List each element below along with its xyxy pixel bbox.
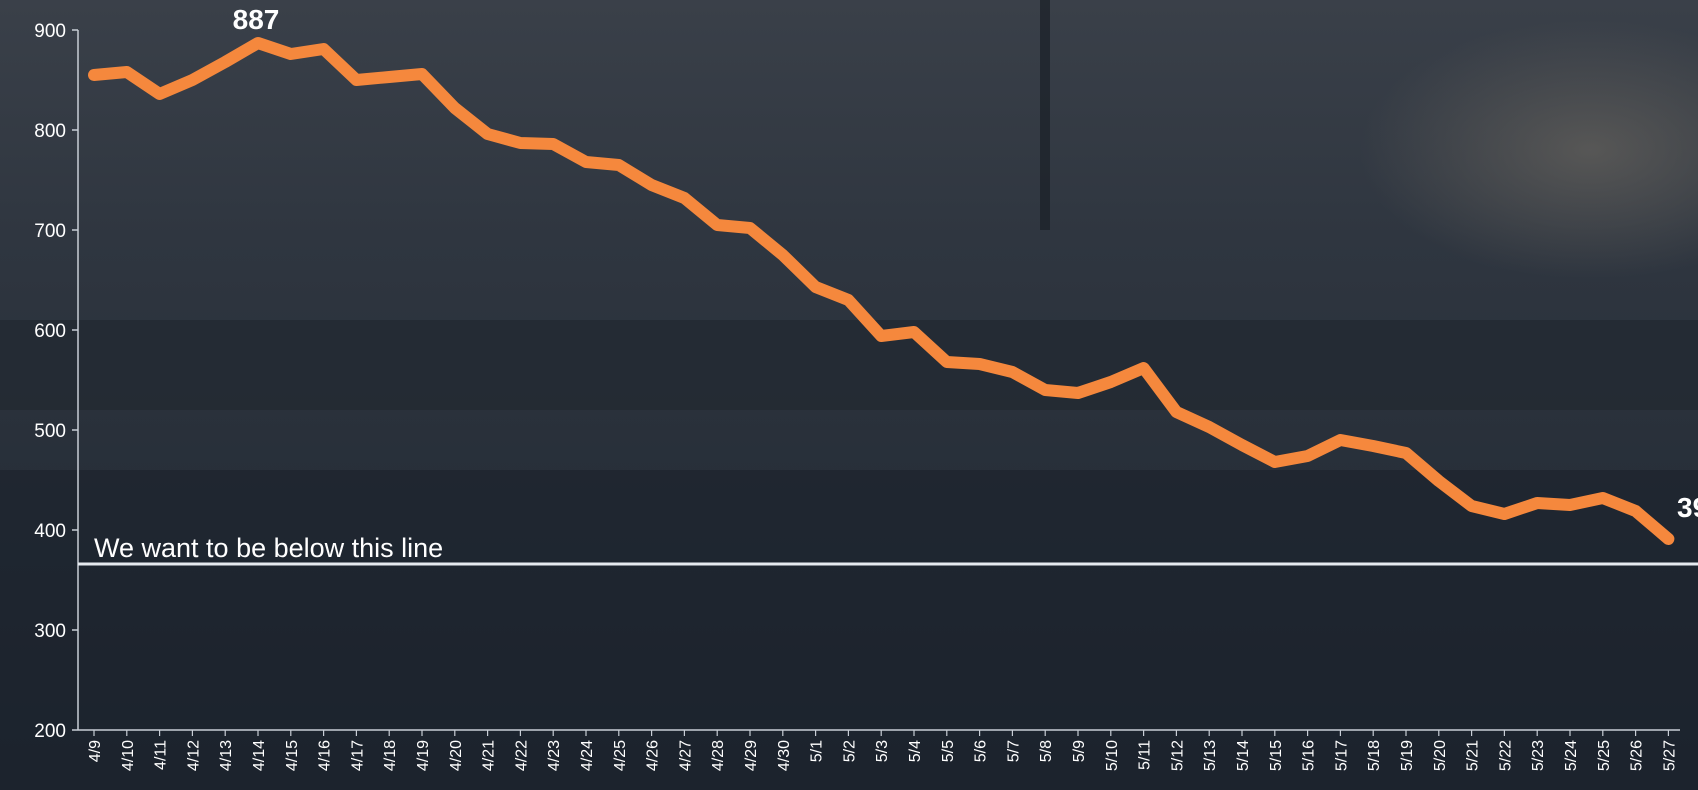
series-group: [88, 37, 1675, 545]
x-tick-label: 5/10: [1104, 740, 1121, 771]
x-tick-label: 4/27: [677, 740, 694, 771]
x-tick-label: 4/13: [218, 740, 235, 771]
y-tick-label: 700: [34, 221, 66, 242]
pier-deck: [0, 320, 1698, 410]
data-label: 391: [1677, 492, 1698, 523]
data-label: 887: [233, 4, 280, 35]
x-tick-label: 5/19: [1399, 740, 1416, 771]
x-tick-label: 4/26: [645, 740, 662, 771]
x-tick-label: 5/18: [1366, 740, 1383, 771]
x-tick-label: 4/28: [710, 740, 727, 771]
x-tick-label: 5/3: [874, 740, 891, 762]
x-tick-label: 5/9: [1071, 740, 1088, 762]
x-tick-label: 5/14: [1235, 740, 1252, 771]
x-tick-label: 5/24: [1563, 740, 1580, 771]
x-tick-label: 5/23: [1530, 740, 1547, 771]
x-tick-label: 5/25: [1596, 740, 1613, 771]
lamp-post: [1040, 0, 1050, 230]
y-tick-label: 900: [34, 21, 66, 42]
x-tick-label: 5/13: [1202, 740, 1219, 771]
threshold-label: We want to be below this line: [94, 533, 443, 563]
x-tick-label: 4/22: [513, 740, 530, 771]
x-tick-label: 4/16: [317, 740, 334, 771]
x-tick-label: 4/19: [415, 740, 432, 771]
y-tick-label: 400: [34, 521, 66, 542]
x-tick-label: 5/15: [1268, 740, 1285, 771]
x-tick-label: 5/17: [1333, 740, 1350, 771]
x-tick-label: 4/14: [251, 740, 268, 771]
y-tick-label: 600: [34, 321, 66, 342]
x-tick-label: 5/7: [1005, 740, 1022, 762]
x-tick-label: 5/26: [1629, 740, 1646, 771]
x-tick-label: 4/18: [382, 740, 399, 771]
x-tick-label: 5/20: [1432, 740, 1449, 771]
axes: [77, 30, 1680, 731]
x-tick-label: 5/5: [940, 740, 957, 762]
y-tick-label: 200: [34, 721, 66, 742]
x-tick-label: 4/17: [349, 740, 366, 771]
x-tick-label: 4/25: [612, 740, 629, 771]
x-tick-label: 4/23: [546, 740, 563, 771]
annotations: 887 391: [233, 4, 1698, 523]
x-tick-label: 5/8: [1038, 740, 1055, 762]
x-tick-label: 5/1: [809, 740, 826, 762]
x-tick-label: 5/12: [1169, 740, 1186, 771]
series-line: [88, 37, 1675, 545]
x-axis-ticks: 4/9 4/10 4/11 4/12 4/13 4/14 4/15 4/16 4/17 4/18 4…: [87, 730, 1678, 771]
y-tick-label: 800: [34, 121, 66, 142]
x-tick-label: 5/27: [1661, 740, 1678, 771]
x-tick-label: 5/21: [1465, 740, 1482, 771]
x-tick-label: 4/24: [579, 740, 596, 771]
threshold: We want to be below this line: [78, 533, 1698, 566]
x-tick-label: 5/11: [1137, 740, 1154, 770]
x-tick-label: 4/15: [284, 740, 301, 771]
sun-glow: [1360, 20, 1698, 280]
water: [0, 470, 1698, 790]
x-tick-label: 4/30: [776, 740, 793, 771]
x-tick-label: 5/4: [907, 740, 924, 762]
x-tick-label: 5/6: [973, 740, 990, 762]
x-tick-label: 4/21: [481, 740, 498, 771]
y-tick-label: 500: [34, 421, 66, 442]
x-tick-label: 4/29: [743, 740, 760, 771]
x-tick-label: 5/2: [841, 740, 858, 762]
y-axis-ticks: 200 300 400 500 600 700 800 900: [34, 21, 78, 742]
x-tick-label: 5/16: [1301, 740, 1318, 771]
x-tick-label: 4/10: [120, 740, 137, 771]
x-tick-label: 4/9: [87, 740, 104, 762]
x-tick-label: 4/11: [153, 740, 170, 770]
x-tick-label: 4/20: [448, 740, 465, 771]
y-tick-label: 300: [34, 621, 66, 642]
x-tick-label: 4/12: [185, 740, 202, 771]
x-tick-label: 5/22: [1497, 740, 1514, 771]
